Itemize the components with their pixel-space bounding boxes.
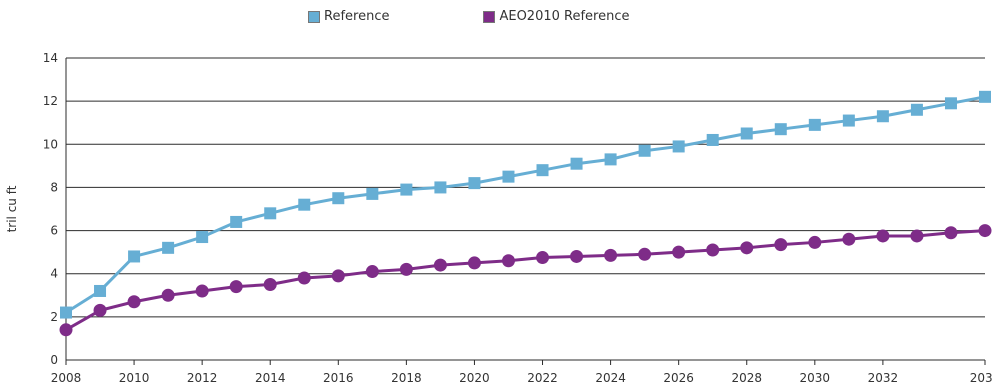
data-point-aeo2010-reference-2011 bbox=[161, 288, 175, 302]
data-point-reference-2035 bbox=[979, 90, 991, 103]
data-point-aeo2010-reference-2035 bbox=[978, 224, 992, 238]
data-point-reference-2010 bbox=[128, 250, 141, 263]
data-point-aeo2010-reference-2027 bbox=[706, 243, 720, 257]
data-point-reference-2033 bbox=[910, 103, 923, 116]
series-line-reference bbox=[65, 95, 986, 314]
data-point-aeo2010-reference-2018 bbox=[399, 262, 413, 276]
legend-swatch-aeo2010-reference bbox=[483, 10, 496, 23]
data-point-reference-2025 bbox=[638, 144, 651, 157]
y-tick-label-2: 2 bbox=[50, 310, 58, 324]
data-point-reference-2013 bbox=[230, 215, 243, 228]
y-tick-label-8: 8 bbox=[50, 180, 58, 194]
axes bbox=[65, 58, 986, 365]
data-point-reference-2014 bbox=[264, 207, 277, 220]
x-tick-label-2030: 2030 bbox=[800, 371, 831, 385]
data-point-reference-2011 bbox=[162, 241, 175, 254]
gridlines bbox=[66, 57, 985, 361]
data-point-reference-2030 bbox=[808, 118, 821, 131]
data-point-aeo2010-reference-2015 bbox=[297, 271, 311, 285]
chart-legend: Reference AEO2010 Reference bbox=[308, 9, 630, 24]
data-point-aeo2010-reference-2032 bbox=[876, 229, 890, 243]
data-point-aeo2010-reference-2014 bbox=[263, 278, 277, 291]
data-point-aeo2010-reference-2021 bbox=[501, 254, 515, 268]
x-tick-label-2008: 2008 bbox=[51, 371, 82, 385]
x-tick-label-2035: 2035 bbox=[970, 371, 992, 385]
data-point-reference-2017 bbox=[366, 187, 379, 200]
legend-swatch-reference bbox=[308, 10, 320, 23]
data-point-reference-2023 bbox=[570, 157, 583, 170]
data-point-aeo2010-reference-2016 bbox=[331, 269, 345, 283]
data-point-aeo2010-reference-2029 bbox=[774, 238, 788, 252]
series-line-aeo2010-reference bbox=[65, 229, 986, 332]
data-point-reference-2020 bbox=[468, 177, 481, 190]
x-tick-label-2020: 2020 bbox=[459, 371, 490, 385]
y-tick-label-10: 10 bbox=[43, 137, 58, 151]
x-tick-label-2012: 2012 bbox=[187, 371, 218, 385]
data-point-reference-2008 bbox=[60, 306, 72, 319]
data-point-reference-2018 bbox=[400, 183, 413, 196]
data-point-reference-2012 bbox=[196, 231, 209, 244]
data-point-aeo2010-reference-2019 bbox=[433, 258, 447, 272]
x-tick-label-2016: 2016 bbox=[323, 371, 354, 385]
data-point-aeo2010-reference-2028 bbox=[740, 241, 754, 255]
y-axis-title: tril cu ft bbox=[5, 185, 19, 232]
data-point-aeo2010-reference-2026 bbox=[672, 245, 686, 259]
data-point-aeo2010-reference-2023 bbox=[570, 249, 584, 263]
data-point-reference-2015 bbox=[298, 198, 311, 211]
legend-item-reference: Reference bbox=[308, 9, 389, 24]
y-tick-label-14: 14 bbox=[43, 51, 58, 65]
data-point-aeo2010-reference-2013 bbox=[229, 280, 243, 294]
y-tick-label-12: 12 bbox=[43, 94, 58, 108]
x-tick-label-2022: 2022 bbox=[527, 371, 558, 385]
series-group bbox=[59, 90, 992, 337]
data-point-reference-2019 bbox=[434, 181, 447, 194]
data-point-aeo2010-reference-2009 bbox=[93, 303, 107, 317]
data-point-reference-2016 bbox=[332, 192, 345, 205]
x-tick-label-2014: 2014 bbox=[255, 371, 286, 385]
data-point-reference-2022 bbox=[536, 164, 549, 177]
data-point-aeo2010-reference-2030 bbox=[808, 235, 822, 249]
data-point-reference-2026 bbox=[672, 140, 685, 153]
data-point-aeo2010-reference-2010 bbox=[127, 295, 141, 309]
data-point-reference-2027 bbox=[706, 133, 719, 146]
data-point-reference-2029 bbox=[774, 123, 787, 136]
data-point-reference-2034 bbox=[944, 97, 957, 110]
data-point-aeo2010-reference-2033 bbox=[910, 229, 924, 243]
y-tick-label-6: 6 bbox=[50, 224, 58, 238]
legend-label-reference: Reference bbox=[324, 9, 390, 24]
x-tick-label-2032: 2032 bbox=[868, 371, 899, 385]
data-point-aeo2010-reference-2008 bbox=[59, 323, 73, 337]
y-tick-label-0: 0 bbox=[50, 353, 58, 367]
data-point-reference-2021 bbox=[502, 170, 515, 183]
data-point-aeo2010-reference-2020 bbox=[467, 256, 481, 270]
data-point-aeo2010-reference-2017 bbox=[365, 265, 379, 279]
data-point-aeo2010-reference-2034 bbox=[944, 226, 958, 240]
legend-label-aeo2010-reference: AEO2010 Reference bbox=[499, 9, 630, 24]
data-point-reference-2024 bbox=[604, 153, 617, 166]
legend-item-aeo2010-reference: AEO2010 Reference bbox=[483, 9, 630, 24]
x-tick-label-2010: 2010 bbox=[119, 371, 150, 385]
data-point-aeo2010-reference-2025 bbox=[638, 247, 652, 261]
data-point-aeo2010-reference-2031 bbox=[842, 232, 856, 246]
data-point-reference-2028 bbox=[740, 127, 753, 140]
x-tick-labels: 2008 2010 2012 2014 2016 2018 2020 2022 2024 2026… bbox=[51, 371, 992, 385]
x-tick-label-2028: 2028 bbox=[731, 371, 762, 385]
y-tick-label-4: 4 bbox=[50, 267, 58, 281]
data-point-reference-2032 bbox=[876, 110, 889, 123]
x-tick-label-2026: 2026 bbox=[663, 371, 694, 385]
x-tick-label-2018: 2018 bbox=[391, 371, 422, 385]
data-point-aeo2010-reference-2012 bbox=[195, 284, 209, 298]
data-point-reference-2009 bbox=[94, 284, 107, 297]
y-tick-labels: 0 2 4 6 8 10 12 14 bbox=[43, 51, 58, 367]
x-tick-label-2024: 2024 bbox=[595, 371, 626, 385]
data-point-aeo2010-reference-2022 bbox=[536, 251, 550, 265]
data-point-reference-2031 bbox=[842, 114, 855, 127]
data-point-aeo2010-reference-2024 bbox=[604, 248, 618, 262]
series-aeo2010-reference bbox=[59, 224, 992, 337]
series-reference bbox=[60, 90, 991, 319]
